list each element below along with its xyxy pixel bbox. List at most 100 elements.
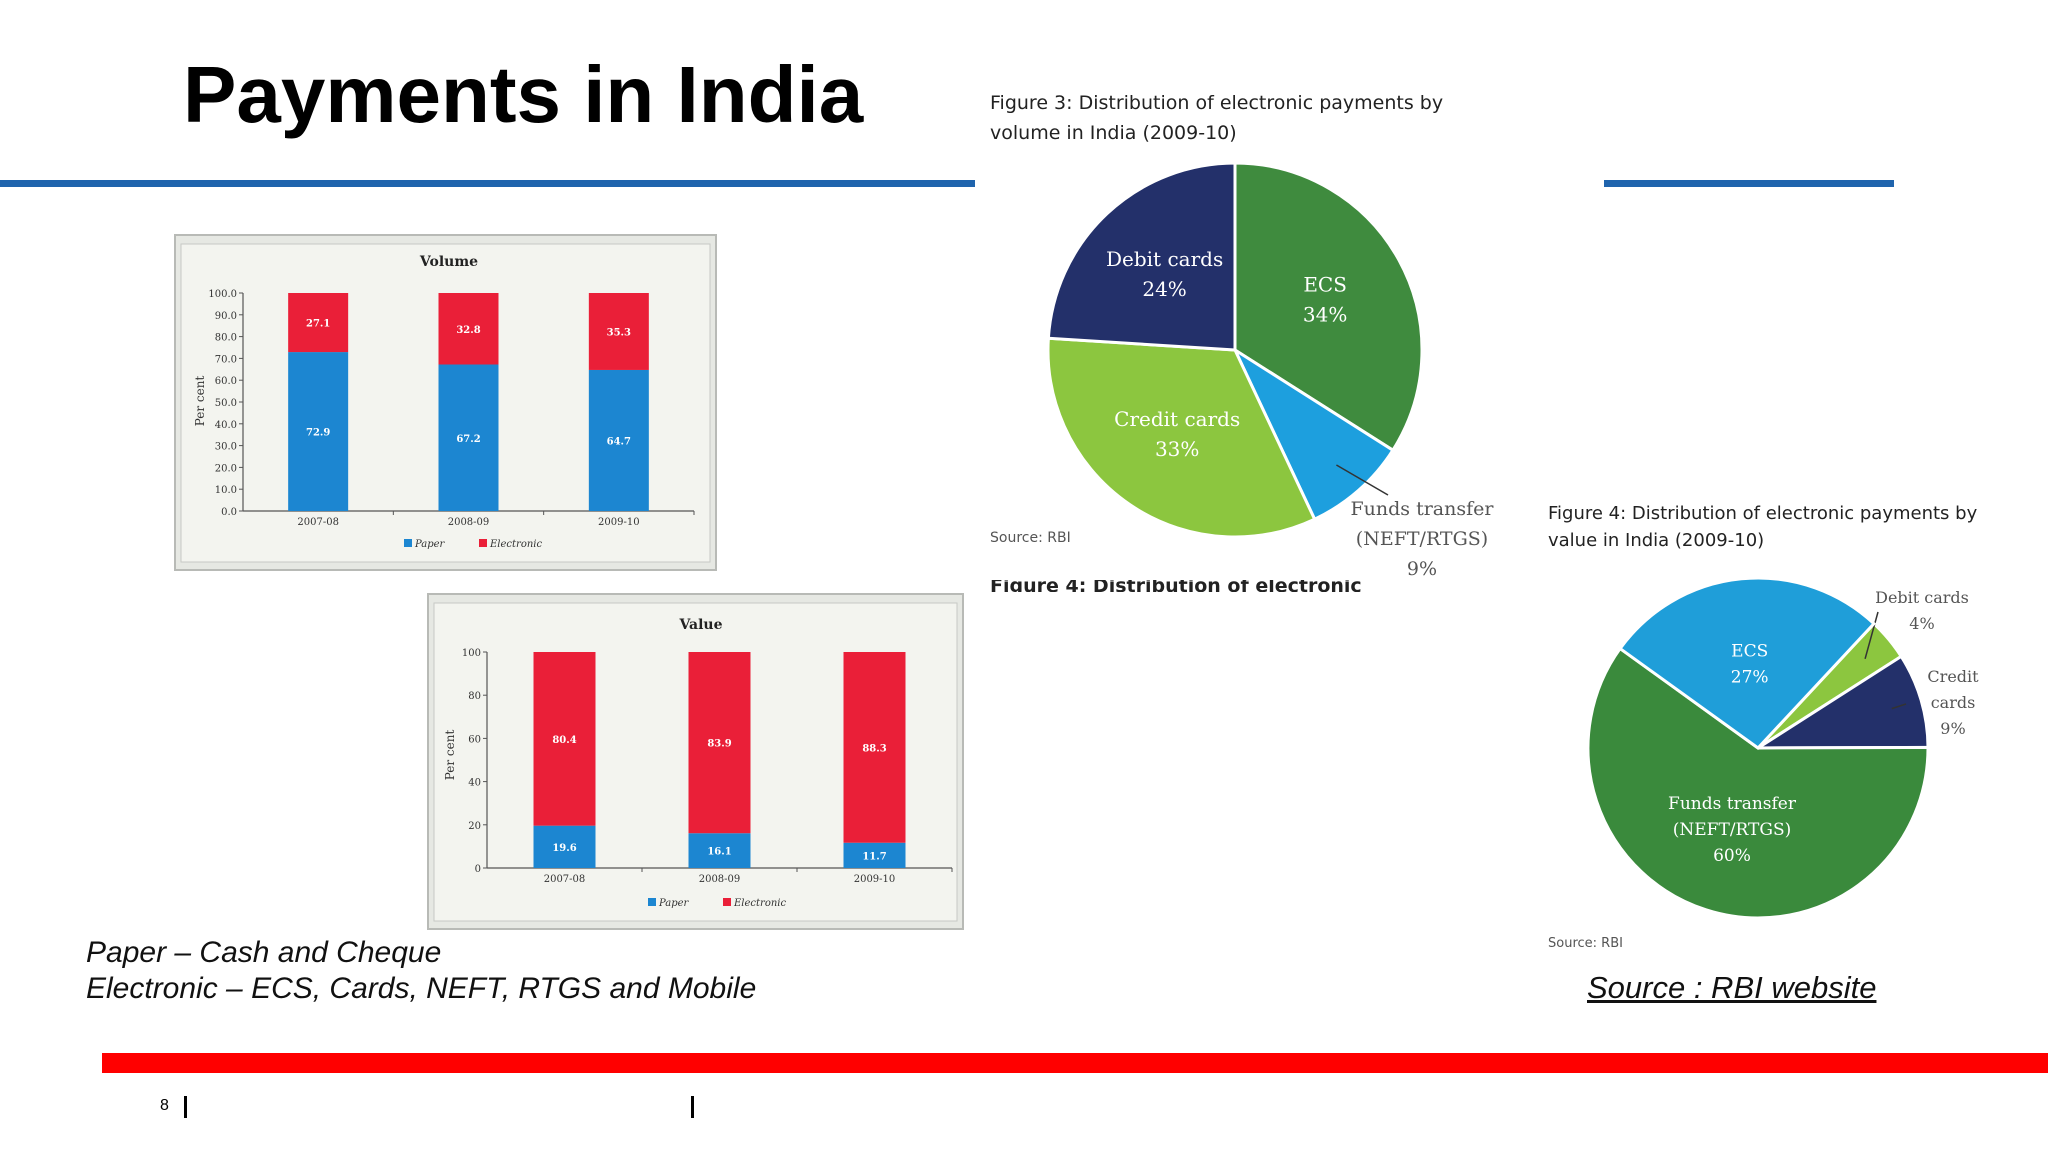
volume-legend-label: Electronic bbox=[489, 539, 542, 550]
fig4-title-line-2: value in India (2009-10) bbox=[1548, 530, 1765, 551]
source-link[interactable]: Source : RBI website bbox=[1587, 970, 1877, 1005]
fig4-slice-name-funds-transfer-neft-rtgs: Funds transfer bbox=[1668, 794, 1797, 814]
fig4-leader-line-credit-cards bbox=[1891, 703, 1907, 710]
volume-y-tick-label: 80.0 bbox=[215, 333, 237, 344]
volume-chart-panel: Volume Per cent 0.0 10.0 20.0 30.0 40.0 50.0 60.… bbox=[174, 234, 717, 571]
footer-red-rule bbox=[102, 1053, 2048, 1073]
fig3-source: Source: RBI bbox=[990, 530, 1071, 546]
value-y-axis-label: Per cent bbox=[443, 730, 457, 781]
volume-legend-label: Paper bbox=[414, 539, 446, 550]
fig4-title-line-1: Figure 4: Distribution of electronic pay… bbox=[1548, 503, 1978, 524]
fig4-slice-name-funds-transfer-neft-rtgs: (NEFT/RTGS) bbox=[1673, 820, 1791, 840]
volume-legend-swatch bbox=[479, 539, 487, 547]
volume-bar-electronic bbox=[288, 293, 349, 353]
volume-data-label: 32.8 bbox=[456, 325, 480, 336]
value-bar-electronic bbox=[843, 652, 906, 843]
title-rule-right bbox=[1604, 180, 1894, 187]
fig3-slice-debit-cards bbox=[1046, 161, 1237, 352]
volume-y-tick-label: 60.0 bbox=[215, 376, 237, 387]
volume-y-tick-label: 100.0 bbox=[208, 289, 237, 300]
value-y-tick-label: 0 bbox=[475, 864, 481, 875]
fig3-pie-chart: ECS 34% Funds transfer (NEFT/RTGS) 9% Credit … bbox=[1046, 161, 1494, 580]
footer-divider-2 bbox=[691, 1096, 694, 1118]
value-data-label: 80.4 bbox=[552, 735, 576, 746]
value-legend-swatch bbox=[648, 898, 656, 906]
volume-data-label: 35.3 bbox=[607, 327, 631, 338]
value-data-label: 83.9 bbox=[707, 739, 731, 750]
volume-y-tick-label: 70.0 bbox=[215, 354, 237, 365]
fig4-slice-name-credit-cards: cards bbox=[1931, 693, 1976, 712]
fig4-slice-ecs bbox=[1618, 576, 1877, 750]
volume-chart-title: Volume bbox=[419, 254, 478, 270]
fig3-cut-caption: Figure 4: Distribution of electronic pay… bbox=[990, 580, 1430, 592]
fig4-slice-name-ecs: ECS bbox=[1731, 641, 1768, 661]
fig3-slice-name-debit-cards: Debit cards bbox=[1106, 247, 1223, 271]
volume-data-label: 27.1 bbox=[306, 319, 330, 330]
fig4-slice-credit-cards bbox=[1752, 654, 1930, 750]
fig3-slice-name-funds-transfer-neft-rtgs: Funds transfer bbox=[1350, 498, 1494, 520]
fig3-slice-name-credit-cards: Credit cards bbox=[1114, 407, 1240, 431]
value-x-tick-label: 2007-08 bbox=[544, 874, 586, 885]
value-y-tick-label: 100 bbox=[462, 648, 481, 659]
volume-y-tick-label: 30.0 bbox=[215, 442, 237, 453]
value-y-tick-label: 80 bbox=[468, 691, 481, 702]
fig3-cut-caption-text: Figure 4: Distribution of electronic pay… bbox=[990, 580, 1362, 592]
fig3-slice-value-debit-cards: 24% bbox=[1142, 277, 1186, 301]
fig4-slice-value-ecs: 27% bbox=[1731, 667, 1769, 687]
volume-y-tick-label: 90.0 bbox=[215, 311, 237, 322]
fig4-slice-value-credit-cards: 9% bbox=[1940, 719, 1965, 738]
value-bar-paper bbox=[533, 825, 596, 868]
volume-y-tick-label: 20.0 bbox=[215, 463, 237, 474]
fig3-slice-funds-transfer-neft-rtgs bbox=[1231, 345, 1395, 522]
fig4-slice-name-debit-cards: Debit cards bbox=[1875, 588, 1969, 607]
value-y-tick-label: 20 bbox=[468, 821, 481, 832]
fig3-slice-value-funds-transfer-neft-rtgs: 9% bbox=[1407, 558, 1437, 580]
value-y-tick-label: 40 bbox=[468, 778, 481, 789]
fig3-title-line-2: volume in India (2009-10) bbox=[990, 122, 1237, 144]
volume-y-tick-label: 50.0 bbox=[215, 398, 237, 409]
volume-y-tick-label: 40.0 bbox=[215, 420, 237, 431]
footer-divider-1 bbox=[184, 1096, 187, 1118]
fig3-leader-line-funds-transfer-neft-rtgs bbox=[1336, 464, 1389, 496]
value-chart-panel: Value Per cent 0 20 40 60 80 100 2007-08 19.6 80.4… bbox=[427, 593, 964, 930]
fig4-slice-value-debit-cards: 4% bbox=[1909, 614, 1934, 633]
volume-data-label: 64.7 bbox=[607, 436, 631, 447]
value-data-label: 11.7 bbox=[862, 851, 886, 862]
volume-data-label: 67.2 bbox=[456, 434, 480, 445]
volume-y-axis-label: Per cent bbox=[193, 376, 207, 427]
value-data-label: 16.1 bbox=[707, 847, 731, 858]
fig3-slice-credit-cards bbox=[1046, 336, 1317, 539]
volume-y-tick-label: 10.0 bbox=[215, 485, 237, 496]
volume-data-label: 72.9 bbox=[306, 428, 330, 439]
value-chart-title: Value bbox=[678, 617, 722, 633]
value-bar-paper bbox=[843, 842, 906, 868]
volume-y-tick-label: 0.0 bbox=[221, 507, 237, 518]
fig4-slice-value-funds-transfer-neft-rtgs: 60% bbox=[1713, 846, 1751, 866]
value-legend-label: Paper bbox=[658, 898, 690, 909]
value-bar-chart: Value Per cent 0 20 40 60 80 100 2007-08 19.6 80.4… bbox=[433, 602, 958, 922]
value-bar-electronic bbox=[688, 652, 751, 834]
value-legend-swatch bbox=[723, 898, 731, 906]
volume-bar-electronic bbox=[588, 293, 649, 370]
note-paper: Paper – Cash and Cheque bbox=[86, 936, 442, 969]
fig3-slice-name-funds-transfer-neft-rtgs: (NEFT/RTGS) bbox=[1356, 528, 1488, 550]
volume-bar-chart: Volume Per cent 0.0 10.0 20.0 30.0 40.0 50.0 60.… bbox=[180, 243, 711, 563]
fig3-title: Figure 3: Distribution of electronic pay… bbox=[990, 88, 1510, 148]
page-number: 8 bbox=[160, 1097, 169, 1114]
note-electronic: Electronic – ECS, Cards, NEFT, RTGS and … bbox=[86, 972, 757, 1005]
value-legend-label: Electronic bbox=[733, 898, 786, 909]
volume-x-tick-label: 2008-09 bbox=[448, 517, 490, 528]
value-data-label: 19.6 bbox=[552, 843, 576, 854]
volume-bar-electronic bbox=[438, 293, 499, 365]
volume-x-tick-label: 2009-10 bbox=[598, 517, 640, 528]
fig4-slice-name-credit-cards: Credit bbox=[1927, 667, 1979, 686]
fig3-title-line-1: Figure 3: Distribution of electronic pay… bbox=[990, 92, 1444, 114]
volume-x-tick-label: 2007-08 bbox=[297, 517, 339, 528]
volume-bar-paper bbox=[438, 364, 499, 511]
value-y-tick-label: 60 bbox=[468, 734, 481, 745]
fig4-leader-line-debit-cards bbox=[1864, 611, 1879, 659]
value-data-label: 88.3 bbox=[862, 743, 886, 754]
fig3-slice-value-credit-cards: 33% bbox=[1155, 437, 1199, 461]
fig4-pie-chart: Debit cards 4% Credit cards 9% Funds transfer… bbox=[1586, 576, 1979, 920]
value-bar-paper bbox=[688, 833, 751, 868]
